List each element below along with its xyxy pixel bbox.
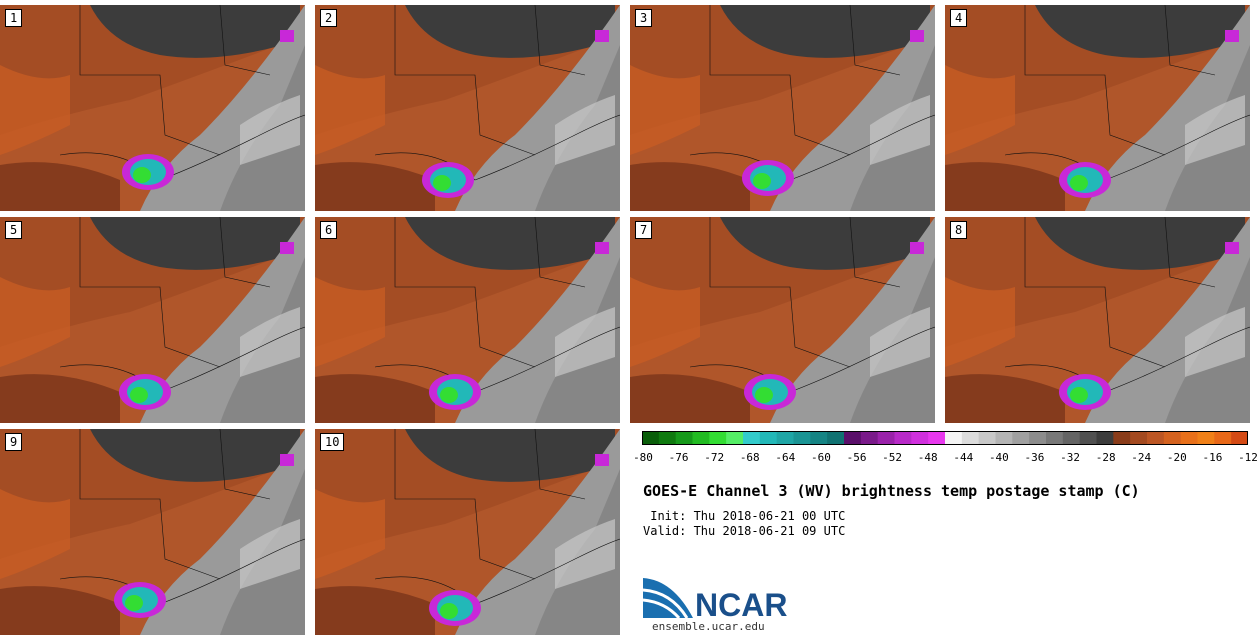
- panel-number: 1: [5, 9, 23, 27]
- colorbar-swatch: [776, 431, 794, 445]
- colorbar-swatch: [945, 431, 963, 445]
- logo-text: NCAR: [695, 587, 787, 620]
- colorbar-tick-label: -68: [739, 451, 760, 464]
- colorbar-swatch: [726, 431, 744, 445]
- colorbar-tick-label: -36: [1024, 451, 1045, 464]
- panel-number: 2: [320, 9, 338, 27]
- water-vapor-map: [0, 217, 305, 423]
- colorbar-tick-label: -48: [917, 451, 938, 464]
- colorbar-swatch: [995, 431, 1013, 445]
- water-vapor-map: [0, 429, 305, 635]
- colorbar-swatch: [1079, 431, 1097, 445]
- panel-number: 7: [635, 221, 653, 239]
- colorbar-swatch: [810, 431, 828, 445]
- colorbar-swatch: [1096, 431, 1114, 445]
- panel-number: 8: [950, 221, 968, 239]
- colorbar-swatch: [860, 431, 879, 445]
- map-panel-6: 6: [315, 217, 620, 423]
- colorbar-swatch: [692, 431, 710, 445]
- colorbar-swatch: [1130, 431, 1148, 445]
- colorbar-tick-label: -16: [1202, 451, 1223, 464]
- colorbar-tick-label: -72: [704, 451, 725, 464]
- colorbar-swatch: [1062, 431, 1081, 445]
- colorbar-swatch: [1231, 431, 1248, 445]
- colorbar-swatch: [759, 431, 778, 445]
- colorbar-swatch: [675, 431, 693, 445]
- panel-number: 10: [320, 433, 345, 451]
- colorbar-tick-label: -44: [953, 451, 974, 464]
- colorbar-swatch: [1180, 431, 1198, 445]
- colorbar: [642, 431, 1248, 445]
- water-vapor-map: [630, 217, 935, 423]
- map-panel-5: 5: [0, 217, 305, 423]
- panel-number: 9: [5, 433, 23, 451]
- colorbar-tick-label: -80: [633, 451, 653, 464]
- colorbar-swatch: [1147, 431, 1165, 445]
- colorbar-swatch: [844, 431, 862, 445]
- figure-title: GOES-E Channel 3 (WV) brightness temp po…: [643, 482, 1140, 500]
- colorbar-tick-label: -60: [811, 451, 831, 464]
- colorbar-swatch: [928, 431, 946, 445]
- water-vapor-map: [630, 5, 935, 211]
- colorbar-tick-label: -20: [1166, 451, 1187, 464]
- map-panel-4: 4: [945, 5, 1250, 211]
- colorbar-swatch: [827, 431, 845, 445]
- colorbar-tick-label: -52: [882, 451, 903, 464]
- map-panel-8: 8: [945, 217, 1250, 423]
- colorbar-tick-label: -28: [1095, 451, 1116, 464]
- colorbar-swatch: [961, 431, 980, 445]
- colorbar-swatch: [1113, 431, 1131, 445]
- valid-time: Valid: Thu 2018-06-21 09 UTC: [643, 524, 846, 538]
- colorbar-swatch: [911, 431, 929, 445]
- colorbar-tick-label: -32: [1060, 451, 1080, 464]
- map-panel-10: 10: [315, 429, 620, 635]
- water-vapor-map: [315, 5, 620, 211]
- colorbar-swatch: [1029, 431, 1047, 445]
- colorbar-swatch: [1046, 431, 1064, 445]
- water-vapor-map: [315, 217, 620, 423]
- colorbar-tick-label: -12: [1238, 451, 1258, 464]
- water-vapor-map: [0, 5, 305, 211]
- colorbar-swatch: [894, 431, 912, 445]
- water-vapor-map: [945, 5, 1250, 211]
- panel-number: 5: [5, 221, 23, 239]
- colorbar-swatch: [1214, 431, 1232, 445]
- colorbar-swatch: [1163, 431, 1182, 445]
- colorbar-tick-label: -76: [668, 451, 689, 464]
- water-vapor-map: [945, 217, 1250, 423]
- map-panel-1: 1: [0, 5, 305, 211]
- colorbar-tick-label: -24: [1131, 451, 1152, 464]
- colorbar-swatch: [1012, 431, 1030, 445]
- colorbar-swatch: [709, 431, 727, 445]
- colorbar-tick-label: -64: [775, 451, 796, 464]
- map-panel-7: 7: [630, 217, 935, 423]
- ncar-logo: NCAR: [643, 578, 787, 620]
- map-panel-3: 3: [630, 5, 935, 211]
- map-panel-9: 9: [0, 429, 305, 635]
- logo-url: ensemble.ucar.edu: [652, 620, 765, 633]
- init-time: Init: Thu 2018-06-21 00 UTC: [643, 509, 846, 523]
- colorbar-swatch: [1197, 431, 1215, 445]
- map-panel-2: 2: [315, 5, 620, 211]
- colorbar-swatch: [642, 431, 660, 445]
- colorbar-swatch: [978, 431, 996, 445]
- colorbar-swatch: [793, 431, 811, 445]
- colorbar-swatch: [743, 431, 761, 445]
- water-vapor-map: [315, 429, 620, 635]
- panel-number: 6: [320, 221, 338, 239]
- colorbar-tick-label: -56: [846, 451, 867, 464]
- panel-number: 4: [950, 9, 968, 27]
- colorbar-swatch: [877, 431, 895, 445]
- colorbar-swatch: [658, 431, 677, 445]
- colorbar-tick-label: -40: [988, 451, 1009, 464]
- panel-number: 3: [635, 9, 653, 27]
